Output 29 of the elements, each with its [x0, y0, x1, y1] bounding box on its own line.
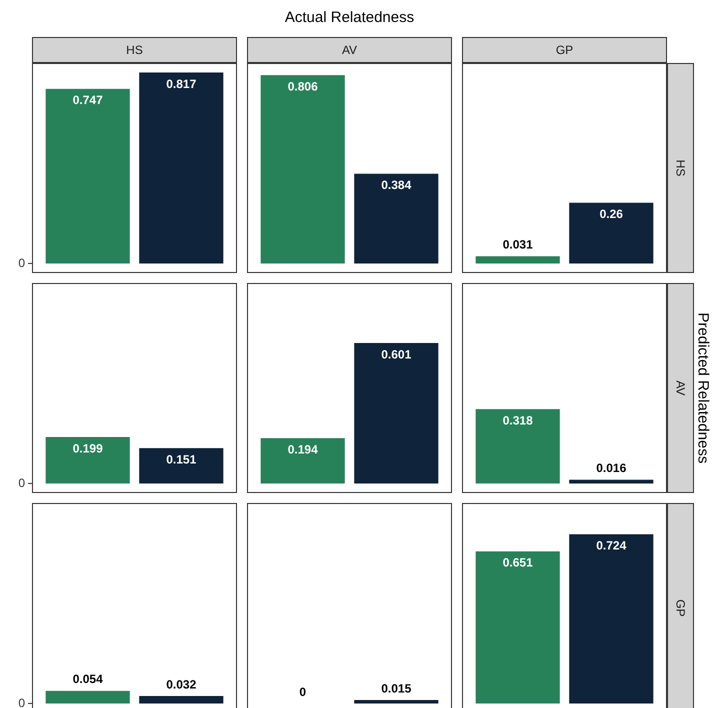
- data-label: 0.724: [596, 538, 627, 553]
- chart-subtitle: AV: [247, 37, 452, 63]
- data-label: 0.194: [288, 442, 318, 456]
- data-label: 0.747: [72, 93, 104, 108]
- data-label: 0.151: [166, 452, 197, 466]
- data-label: 0.26: [600, 207, 624, 222]
- chart-title: Actual Relatedness: [284, 9, 416, 26]
- data-label: 0.015: [381, 681, 412, 696]
- data-label: 0.651: [502, 556, 534, 570]
- text: 0: [18, 256, 26, 270]
- data-label: 0.054: [72, 672, 104, 686]
- data-label: 0.318: [502, 413, 534, 428]
- data-label: 0.817: [166, 76, 197, 91]
- data-label: 0.806: [288, 79, 318, 94]
- y2-axis-title: AV: [674, 380, 688, 396]
- text: 0: [18, 476, 26, 490]
- data-label: 0.016: [596, 461, 627, 476]
- data-label: 0.601: [381, 347, 412, 362]
- y-axis-title: Predicted Relatedness: [694, 312, 712, 464]
- y2-axis-title: HS: [673, 160, 688, 176]
- data-label: 0.199: [72, 441, 104, 456]
- data-label: 0.384: [381, 178, 412, 192]
- chart-subtitle: HS: [32, 37, 237, 63]
- chart-subtitle: GP: [462, 37, 667, 63]
- y2-axis-title: GP: [674, 599, 688, 617]
- data-label: 0: [299, 684, 306, 699]
- data-label: 0.031: [502, 238, 534, 252]
- data-label: 0.032: [166, 677, 197, 692]
- text: 0: [18, 696, 26, 708]
